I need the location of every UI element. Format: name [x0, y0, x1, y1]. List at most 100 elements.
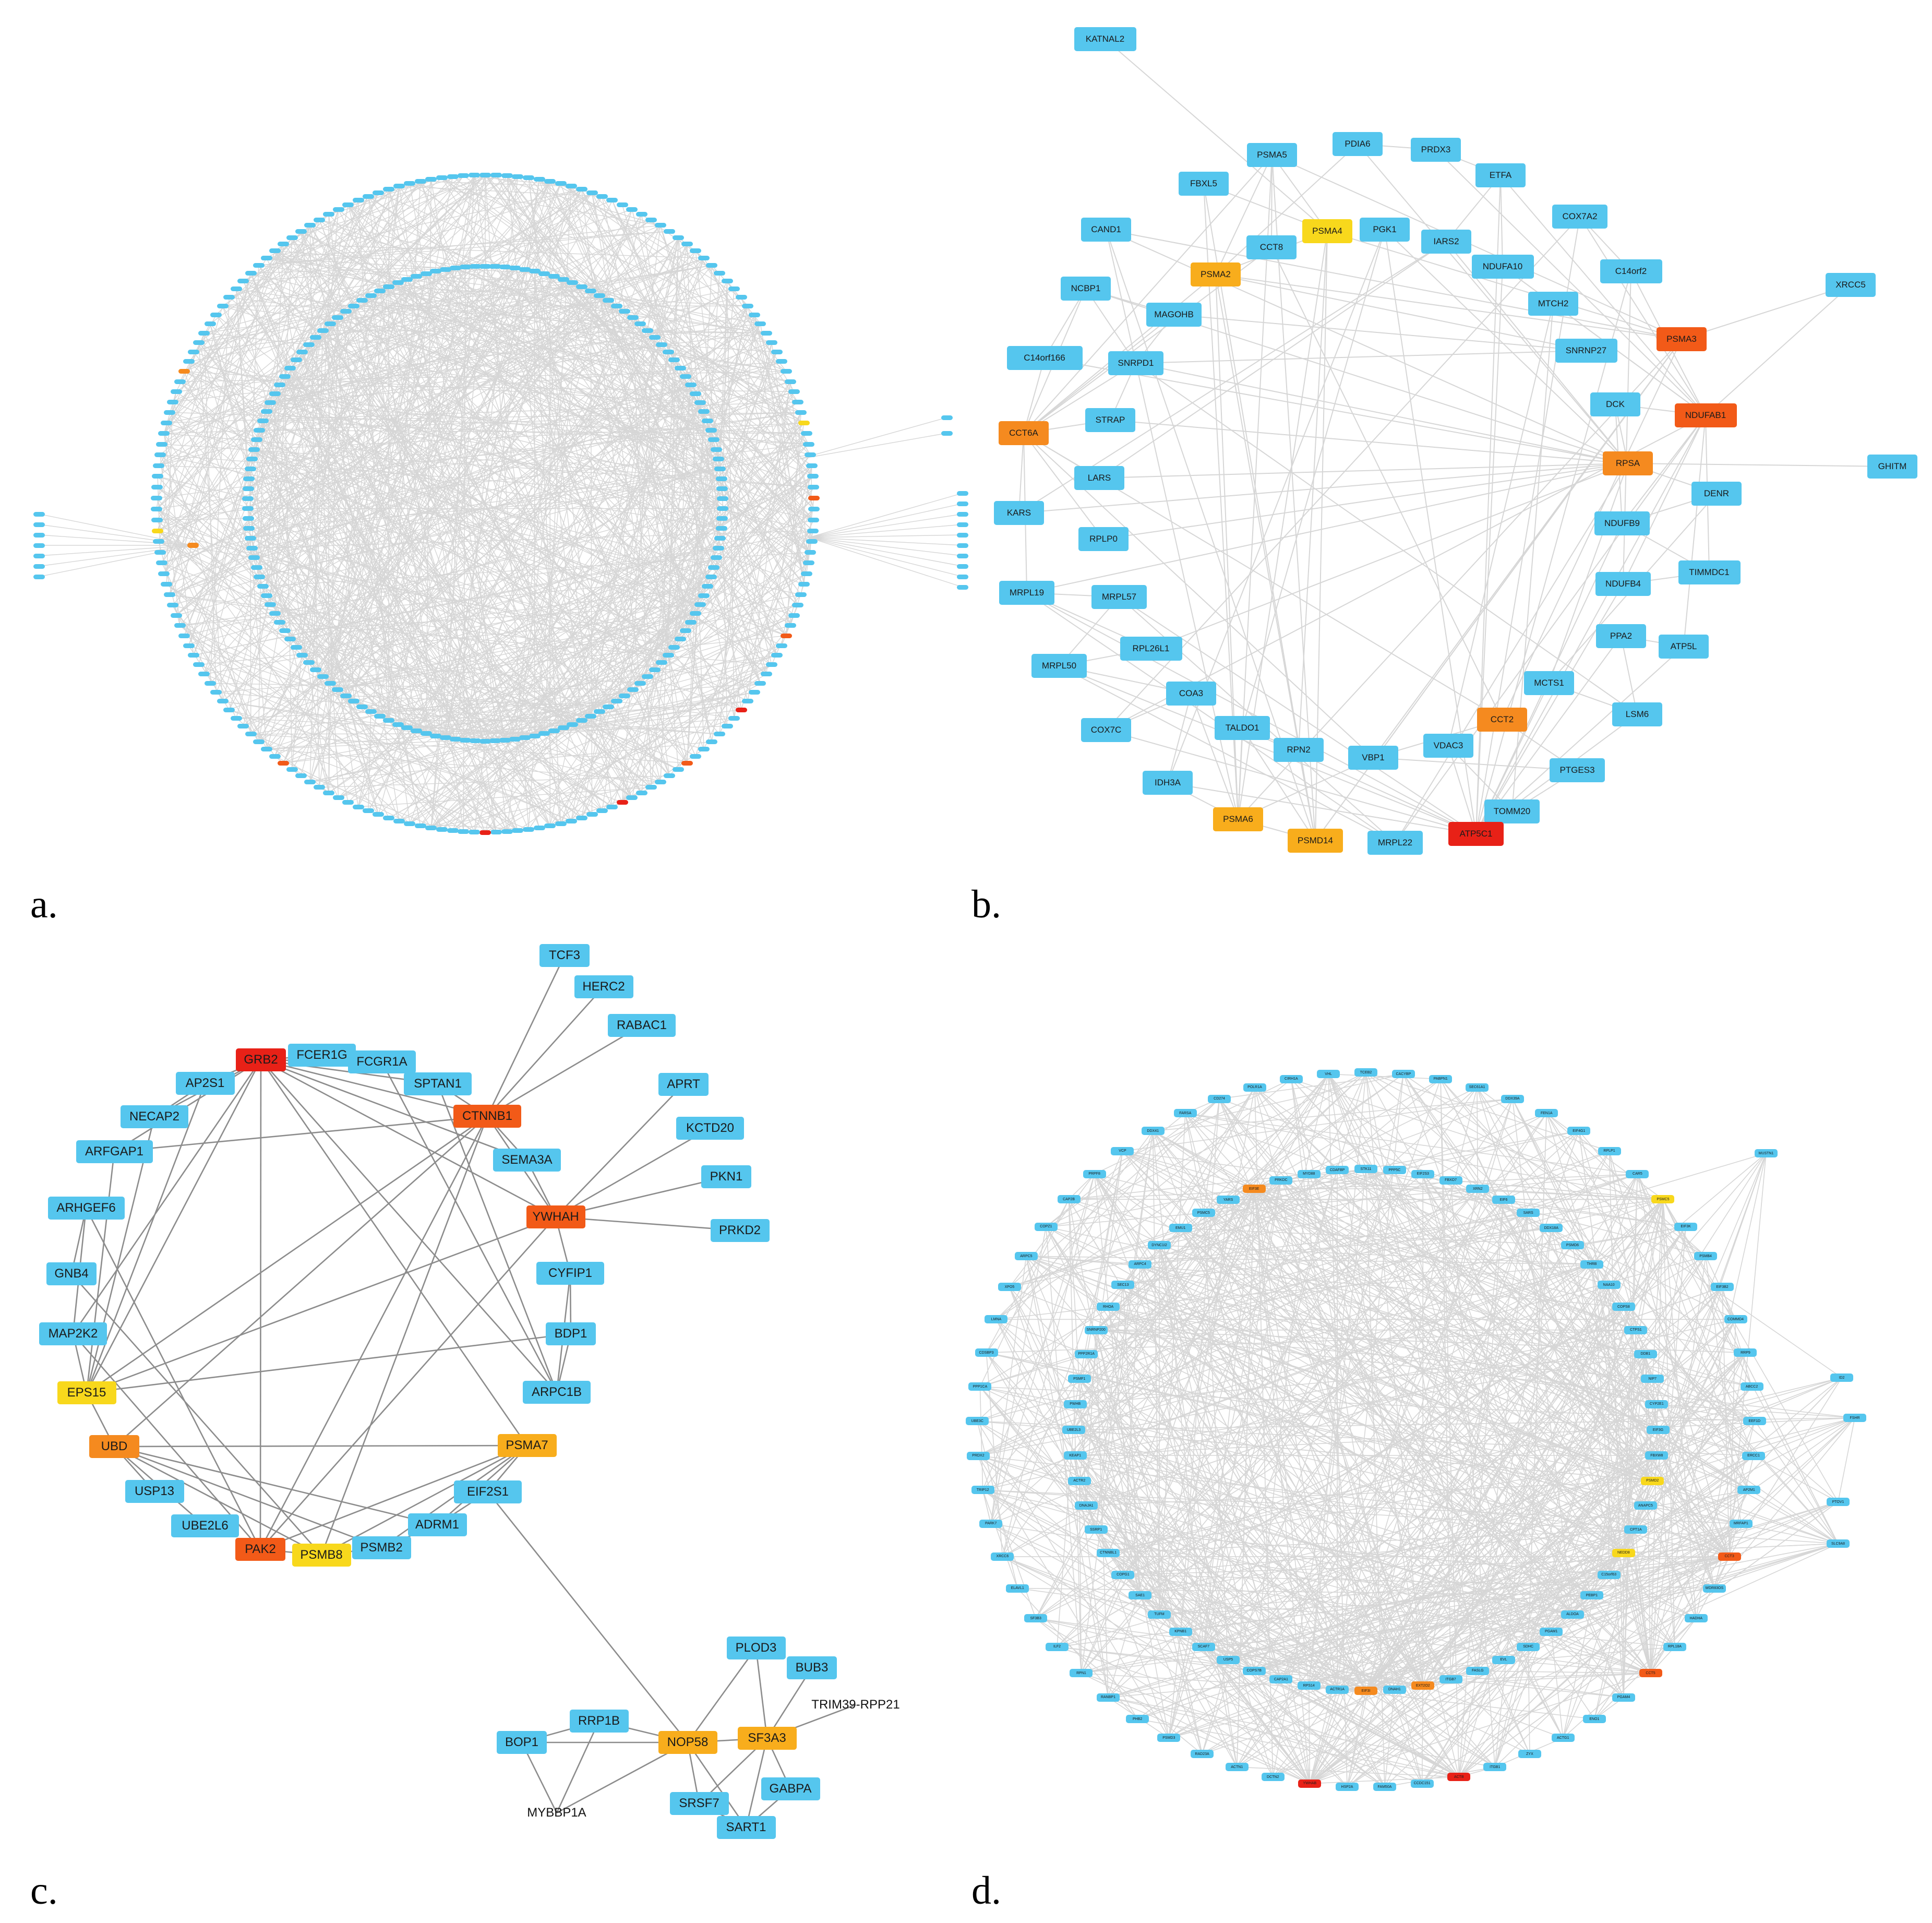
node-a-outer-58[interactable] [788, 613, 800, 618]
node-a-inner-69[interactable] [538, 731, 550, 736]
node-b-snrnp27[interactable]: SNRNP27 [1555, 339, 1617, 363]
node-a-outer-60[interactable] [780, 633, 792, 638]
node-a-outer-112[interactable] [304, 779, 316, 784]
node-a-inner-106[interactable] [250, 565, 262, 570]
node-a-inner-34[interactable] [714, 467, 726, 472]
node-a-outer-77[interactable] [664, 773, 676, 779]
node-a-outer-168[interactable] [261, 256, 273, 260]
node-c-mybbp1a[interactable]: MYBBP1A [527, 1806, 586, 1820]
node-a-outer-144[interactable] [151, 485, 163, 490]
node-a-sat-3[interactable] [33, 543, 45, 548]
node-a-inner-81[interactable] [420, 731, 432, 736]
node-a-outer-165[interactable] [237, 278, 249, 283]
node-b-ppa2[interactable]: PPA2 [1596, 624, 1646, 648]
node-d-ddx18a[interactable]: DDX18A [1540, 1224, 1563, 1233]
node-a-inner-75[interactable] [479, 738, 491, 744]
node-a-outer-107[interactable] [352, 804, 364, 809]
node-d-prdx2[interactable]: PRDX2 [966, 1451, 990, 1460]
node-a-outer-145[interactable] [152, 474, 164, 479]
node-a-outer-160[interactable] [204, 321, 216, 326]
node-a-outer-98[interactable] [447, 828, 459, 833]
node-a-outer-125[interactable] [204, 681, 216, 686]
node-a-outer-148[interactable] [156, 441, 168, 447]
node-a-outer-89[interactable] [544, 823, 556, 829]
node-a-sat-7[interactable] [957, 491, 968, 496]
node-a-inner-82[interactable] [411, 728, 423, 734]
node-a-hub-left[interactable] [187, 543, 199, 548]
node-a-outer-115[interactable] [278, 760, 290, 766]
node-d-actn1[interactable]: ACTN1 [1225, 1763, 1249, 1772]
node-a-outer-69[interactable] [728, 715, 740, 721]
node-a-outer-152[interactable] [166, 399, 178, 404]
node-b-vdac3[interactable]: VDAC3 [1423, 734, 1473, 758]
node-a-outer-146[interactable] [153, 463, 165, 468]
node-b-cox7a2[interactable]: COX7A2 [1552, 205, 1607, 229]
node-d-cap2a1[interactable]: CAP2A1 [1269, 1675, 1293, 1684]
node-a-outer-96[interactable] [469, 830, 481, 835]
node-a-inner-20[interactable] [656, 342, 668, 348]
node-a-outer-59[interactable] [784, 623, 796, 628]
node-a-outer-95[interactable] [479, 830, 491, 835]
node-a-outer-133[interactable] [166, 603, 178, 608]
node-c-map2k2[interactable]: MAP2K2 [39, 1322, 107, 1345]
node-a-outer-32[interactable] [766, 340, 778, 345]
node-a-outer-11[interactable] [596, 194, 608, 199]
node-a-inner-2[interactable] [499, 265, 511, 270]
node-d-copg1[interactable]: COPG1 [1111, 1570, 1135, 1579]
node-c-gnb4[interactable]: GNB4 [46, 1262, 97, 1285]
node-a-inner-27[interactable] [694, 400, 706, 405]
node-a-outer-51[interactable] [806, 539, 818, 544]
node-a-inner-13[interactable] [602, 298, 614, 303]
node-a-outer-66[interactable] [748, 690, 760, 695]
node-a-outer-21[interactable] [690, 248, 702, 254]
node-a-inner-100[interactable] [273, 620, 285, 625]
node-a-sat-6[interactable] [33, 574, 45, 579]
node-d-itgb7[interactable]: ITGB7 [1439, 1675, 1462, 1684]
node-a-inner-7[interactable] [548, 273, 560, 279]
node-a-inner-22[interactable] [668, 357, 680, 363]
node-b-mrpl22[interactable]: MRPL22 [1367, 831, 1423, 855]
node-a-outer-50[interactable] [807, 528, 819, 533]
node-a-inner-42[interactable] [712, 545, 724, 551]
node-c-prkd2[interactable]: PRKD2 [710, 1219, 770, 1242]
node-d-rpn1[interactable]: RPN1 [1070, 1669, 1093, 1678]
node-b-mrpl57[interactable]: MRPL57 [1091, 585, 1147, 609]
node-a-inner-32[interactable] [710, 447, 722, 452]
node-a-outer-118[interactable] [253, 739, 265, 744]
node-b-cox7c[interactable]: COX7C [1081, 718, 1131, 742]
node-a-inner-98[interactable] [284, 637, 296, 642]
node-b-fbxl5[interactable]: FBXL5 [1179, 172, 1229, 196]
node-a-outer-42[interactable] [802, 441, 814, 447]
node-a-inner-79[interactable] [440, 735, 452, 740]
node-a-outer-1[interactable] [490, 172, 502, 177]
node-a-outer-135[interactable] [161, 582, 173, 587]
node-d-commd4[interactable]: COMMD4 [1724, 1315, 1747, 1324]
node-a-outer-136[interactable] [158, 571, 170, 576]
node-c-sema3a[interactable]: SEMA3A [493, 1149, 561, 1172]
node-b-psma3[interactable]: PSMA3 [1657, 327, 1707, 351]
node-a-outer-30[interactable] [754, 321, 766, 326]
node-d-rhoa[interactable]: RHOA [1097, 1303, 1120, 1311]
node-a-outer-143[interactable] [151, 496, 163, 501]
node-d-dnaja1[interactable]: DNAJA1 [1075, 1501, 1098, 1510]
node-a-outer-124[interactable] [210, 690, 222, 695]
node-a-outer-155[interactable] [178, 369, 190, 374]
node-a-inner-109[interactable] [244, 535, 256, 541]
node-a-outer-44[interactable] [806, 463, 818, 468]
node-a-outer-169[interactable] [269, 248, 281, 254]
node-a-outer-174[interactable] [313, 217, 325, 222]
node-d-actb[interactable]: ACTB [1447, 1773, 1471, 1782]
node-c-plod3[interactable]: PLOD3 [726, 1637, 786, 1659]
node-d-copz1[interactable]: COPZ1 [1034, 1222, 1058, 1231]
node-a-inner-117[interactable] [246, 457, 258, 462]
node-b-xrcc5[interactable]: XRCC5 [1826, 273, 1876, 297]
node-d-pebp1[interactable]: PEBP1 [1580, 1591, 1603, 1600]
node-d-eif3k[interactable]: EIF3K [1674, 1222, 1698, 1231]
node-d-rrp9[interactable]: RRP9 [1734, 1348, 1757, 1357]
node-a-outer-8[interactable] [565, 184, 577, 189]
node-a-outer-15[interactable] [635, 212, 647, 217]
node-d-xrn2[interactable]: XRN2 [1466, 1185, 1490, 1193]
node-a-outer-27[interactable] [735, 295, 747, 300]
node-a-inner-103[interactable] [260, 593, 272, 598]
node-c-ube2l6[interactable]: UBE2L6 [171, 1514, 239, 1537]
